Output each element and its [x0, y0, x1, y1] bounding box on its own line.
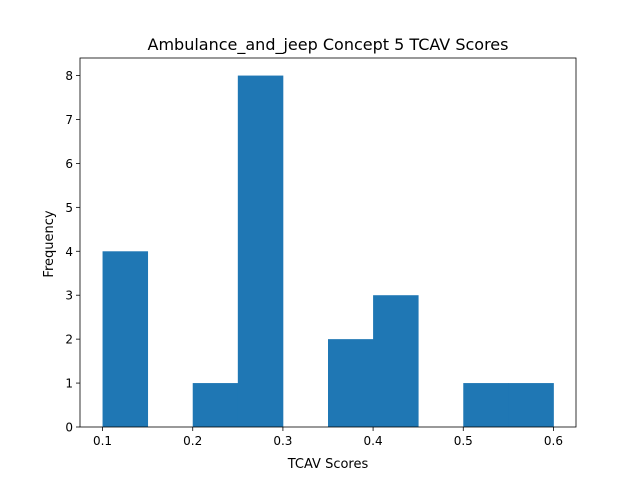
- histogram-bar: [192, 383, 239, 427]
- bars-layer: [102, 75, 554, 427]
- y-tick-label: 6: [65, 157, 73, 171]
- histogram-bar: [373, 295, 419, 427]
- x-tick-label: 0.5: [454, 434, 473, 448]
- y-tick-label: 3: [65, 289, 73, 303]
- x-tick-label: 0.3: [273, 434, 292, 448]
- y-tick-label: 8: [65, 69, 73, 83]
- histogram-bar: [328, 339, 374, 427]
- x-tick-label: 0.2: [183, 434, 202, 448]
- y-tick-label: 5: [65, 201, 73, 215]
- y-tick-label: 0: [65, 421, 73, 435]
- axes-layer: 0.1 0.2 0.3 0.4 0.5 0.6 0 1 2 3 4 5 6 7 8: [65, 57, 577, 448]
- histogram-bar: [508, 383, 554, 427]
- histogram-bar: [463, 383, 509, 427]
- chart-title: Ambulance_and_jeep Concept 5 TCAV Scores: [148, 35, 509, 55]
- x-tick-label: 0.4: [364, 434, 383, 448]
- y-tick-label: 4: [65, 245, 73, 259]
- histogram-bar: [237, 75, 284, 427]
- histogram-bar: [102, 251, 149, 427]
- x-tick-label: 0.6: [544, 434, 563, 448]
- y-tick-label: 1: [65, 377, 73, 391]
- y-tick-label: 2: [65, 333, 73, 347]
- x-tick-label: 0.1: [93, 434, 112, 448]
- x-axis-label: TCAV Scores: [287, 457, 369, 472]
- plot-frame: [79, 57, 577, 428]
- y-axis-label: Frequency: [42, 210, 57, 277]
- y-tick-label: 7: [65, 113, 73, 127]
